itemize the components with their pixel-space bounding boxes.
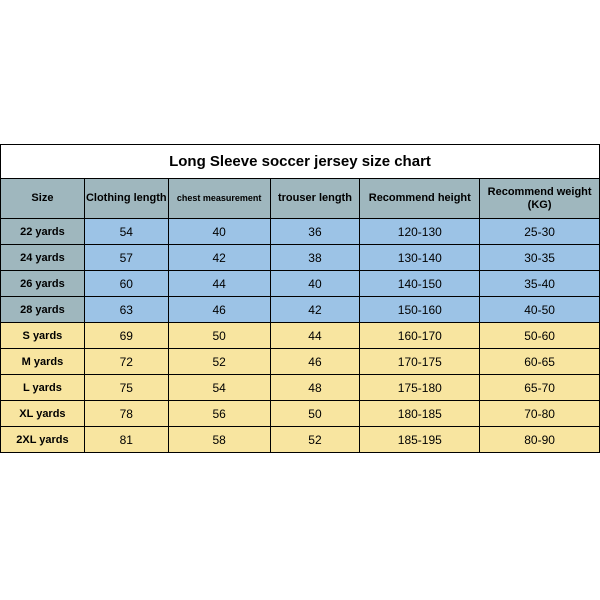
value-cell: 50-60 — [480, 323, 600, 349]
size-cell: L yards — [1, 375, 85, 401]
value-cell: 60-65 — [480, 349, 600, 375]
page: Long Sleeve soccer jersey size chart Siz… — [0, 0, 600, 600]
value-cell: 75 — [84, 375, 168, 401]
value-cell: 63 — [84, 297, 168, 323]
size-cell: 22 yards — [1, 219, 85, 245]
size-cell: 26 yards — [1, 271, 85, 297]
table-row: XL yards785650180-18570-80 — [1, 401, 600, 427]
value-cell: 170-175 — [360, 349, 480, 375]
value-cell: 42 — [270, 297, 360, 323]
value-cell: 65-70 — [480, 375, 600, 401]
value-cell: 40 — [168, 219, 270, 245]
value-cell: 46 — [168, 297, 270, 323]
value-cell: 40-50 — [480, 297, 600, 323]
value-cell: 81 — [84, 427, 168, 453]
value-cell: 185-195 — [360, 427, 480, 453]
value-cell: 50 — [168, 323, 270, 349]
value-cell: 30-35 — [480, 245, 600, 271]
size-cell: 2XL yards — [1, 427, 85, 453]
value-cell: 56 — [168, 401, 270, 427]
col-header: Recommend weight (KG) — [480, 179, 600, 219]
size-cell: 24 yards — [1, 245, 85, 271]
size-cell: 28 yards — [1, 297, 85, 323]
value-cell: 60 — [84, 271, 168, 297]
size-chart: Long Sleeve soccer jersey size chart Siz… — [0, 144, 600, 453]
value-cell: 42 — [168, 245, 270, 271]
table-row: 26 yards604440140-15035-40 — [1, 271, 600, 297]
value-cell: 54 — [168, 375, 270, 401]
value-cell: 58 — [168, 427, 270, 453]
value-cell: 180-185 — [360, 401, 480, 427]
col-header: Recommend height — [360, 179, 480, 219]
value-cell: 70-80 — [480, 401, 600, 427]
value-cell: 120-130 — [360, 219, 480, 245]
header-row: SizeClothing lengthchest measurementtrou… — [1, 179, 600, 219]
col-header: chest measurement — [168, 179, 270, 219]
value-cell: 35-40 — [480, 271, 600, 297]
size-cell: XL yards — [1, 401, 85, 427]
table-title: Long Sleeve soccer jersey size chart — [1, 145, 600, 179]
value-cell: 52 — [168, 349, 270, 375]
value-cell: 140-150 — [360, 271, 480, 297]
value-cell: 175-180 — [360, 375, 480, 401]
value-cell: 72 — [84, 349, 168, 375]
table-row: S yards695044160-17050-60 — [1, 323, 600, 349]
value-cell: 36 — [270, 219, 360, 245]
value-cell: 150-160 — [360, 297, 480, 323]
col-header: trouser length — [270, 179, 360, 219]
value-cell: 69 — [84, 323, 168, 349]
table-row: 22 yards544036120-13025-30 — [1, 219, 600, 245]
value-cell: 78 — [84, 401, 168, 427]
table-row: M yards725246170-17560-65 — [1, 349, 600, 375]
size-table: Long Sleeve soccer jersey size chart Siz… — [0, 144, 600, 453]
value-cell: 80-90 — [480, 427, 600, 453]
value-cell: 48 — [270, 375, 360, 401]
title-row: Long Sleeve soccer jersey size chart — [1, 145, 600, 179]
table-row: 28 yards634642150-16040-50 — [1, 297, 600, 323]
col-header: Size — [1, 179, 85, 219]
table-row: 2XL yards815852185-19580-90 — [1, 427, 600, 453]
value-cell: 50 — [270, 401, 360, 427]
size-cell: M yards — [1, 349, 85, 375]
value-cell: 40 — [270, 271, 360, 297]
value-cell: 25-30 — [480, 219, 600, 245]
table-row: 24 yards574238130-14030-35 — [1, 245, 600, 271]
table-row: L yards755448175-18065-70 — [1, 375, 600, 401]
value-cell: 44 — [270, 323, 360, 349]
value-cell: 54 — [84, 219, 168, 245]
size-cell: S yards — [1, 323, 85, 349]
value-cell: 46 — [270, 349, 360, 375]
value-cell: 57 — [84, 245, 168, 271]
col-header: Clothing length — [84, 179, 168, 219]
value-cell: 130-140 — [360, 245, 480, 271]
value-cell: 160-170 — [360, 323, 480, 349]
value-cell: 38 — [270, 245, 360, 271]
value-cell: 44 — [168, 271, 270, 297]
value-cell: 52 — [270, 427, 360, 453]
